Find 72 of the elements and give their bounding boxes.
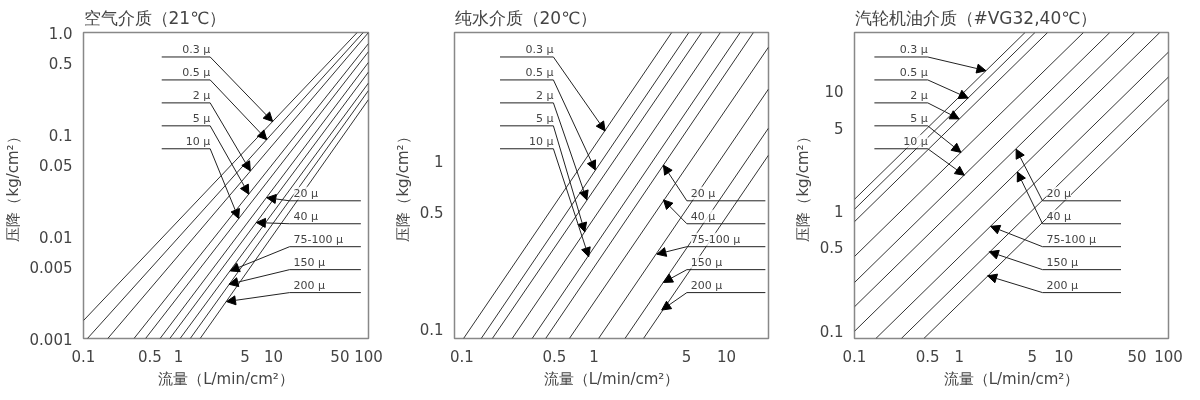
y-tick-label: 1.0	[48, 24, 73, 43]
annotation: 75-100 μ	[293, 232, 344, 246]
x-tick-label: 1	[589, 347, 599, 366]
annotation: 2 μ	[535, 88, 554, 102]
annotation: 10 μ	[903, 134, 928, 148]
x-tick-label: 0.5	[915, 347, 940, 366]
annotation: 0.3 μ	[525, 42, 554, 56]
y-tick-label: 0.5	[48, 55, 73, 74]
annotation: 200 μ	[293, 278, 326, 292]
annotation: 0.3 μ	[899, 42, 928, 56]
x-tick-label: 0.5	[137, 347, 162, 366]
chart-title: 汽轮机油介质（#VG32,40℃）	[854, 7, 1098, 28]
annotation: 5 μ	[910, 111, 928, 125]
y-tick-label: 0.5	[819, 239, 844, 258]
x-tick-label: 0.5	[542, 347, 567, 366]
y-tick-label: 0.05	[39, 157, 73, 176]
x-tick-label: 100	[354, 347, 383, 366]
annotation: 10 μ	[528, 134, 554, 148]
annotation: 20 μ	[293, 186, 319, 200]
x-tick-label: 10	[716, 347, 736, 366]
y-tick-label: 0.001	[29, 330, 73, 349]
y-tick-label: 0.1	[419, 321, 444, 340]
x-tick-label: 5	[681, 347, 692, 366]
annotation: 20 μ	[690, 186, 716, 200]
annotation: 40 μ	[1046, 209, 1072, 223]
annotation: 40 μ	[690, 209, 716, 223]
x-axis-title: 流量（L/min/cm²）	[543, 369, 680, 388]
annotation: 0.5 μ	[182, 65, 211, 79]
annotation: 150 μ	[690, 255, 723, 269]
y-tick-label: 0.005	[29, 259, 73, 278]
x-axis-title: 流量（L/min/cm²）	[943, 369, 1080, 388]
annotation: 200 μ	[1046, 278, 1079, 292]
annotation: 2 μ	[910, 88, 928, 102]
annotation: 5 μ	[192, 111, 211, 125]
y-tick-label: 1	[833, 203, 844, 222]
x-tick-label: 10	[263, 347, 284, 366]
annotation: 150 μ	[1046, 255, 1079, 269]
annotation: 10 μ	[185, 134, 211, 148]
annotation: 2 μ	[192, 88, 211, 102]
x-axis-title: 流量（L/min/cm²）	[158, 369, 294, 388]
x-tick-label: 0.1	[449, 347, 474, 366]
y-axis-title: 压降（kg/cm²）	[393, 129, 412, 242]
y-tick-label: 0.1	[819, 323, 844, 342]
annotation: 5 μ	[535, 111, 554, 125]
annotation: 75-100 μ	[1046, 232, 1096, 246]
annotation: 150 μ	[293, 255, 326, 269]
y-tick-label: 0.5	[419, 203, 444, 222]
x-tick-label: 0.1	[71, 347, 96, 366]
y-tick-label: 1	[433, 153, 444, 172]
x-tick-label: 10	[1054, 347, 1074, 366]
chart-title: 空气介质（21℃）	[83, 7, 227, 28]
annotation: 20 μ	[1046, 186, 1072, 200]
x-tick-label: 50	[330, 347, 350, 366]
y-axis-title: 压降（kg/cm²）	[793, 129, 812, 242]
x-tick-label: 1	[954, 347, 964, 366]
x-tick-label: 5	[240, 347, 250, 366]
y-tick-label: 5	[833, 119, 844, 138]
annotation: 200 μ	[690, 278, 723, 292]
chart-title: 纯水介质（20℃）	[454, 7, 598, 28]
x-tick-label: 5	[1027, 347, 1038, 366]
y-tick-label: 0.1	[48, 126, 73, 145]
x-tick-label: 100	[1154, 347, 1183, 366]
y-tick-label: 0.01	[39, 228, 73, 247]
x-tick-label: 1	[173, 347, 184, 366]
x-tick-label: 50	[1127, 347, 1147, 366]
annotation: 0.5 μ	[899, 65, 928, 79]
y-tick-label: 10	[824, 83, 844, 102]
annotation: 40 μ	[293, 209, 319, 223]
annotation: 0.3 μ	[182, 42, 211, 56]
annotation: 0.5 μ	[525, 65, 554, 79]
annotation: 75-100 μ	[690, 232, 741, 246]
y-axis-title: 压降（kg/cm²）	[3, 129, 22, 242]
